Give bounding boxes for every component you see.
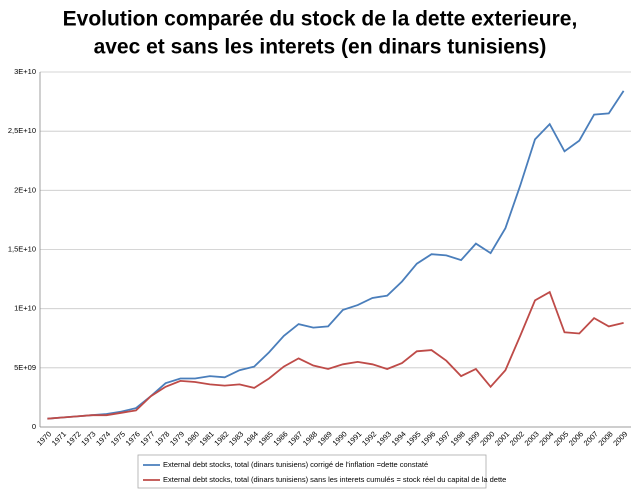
x-tick-label: 2002: [508, 429, 526, 447]
x-tick-label: 2008: [596, 429, 614, 447]
x-tick-label: 1976: [124, 429, 142, 447]
x-tick-label: 1991: [345, 429, 363, 447]
x-tick-label: 1985: [257, 429, 275, 447]
x-tick-label: 1990: [331, 429, 349, 447]
chart-title: Evolution comparée du stock de la dette …: [63, 8, 578, 31]
legend-label: External debt stocks, total (dinars tuni…: [163, 460, 428, 469]
x-tick-label: 1988: [301, 429, 319, 447]
x-tick-label: 1973: [79, 429, 97, 447]
x-tick-label: 2004: [537, 429, 555, 447]
x-tick-label: 1993: [375, 429, 393, 447]
x-tick-label: 2003: [523, 429, 541, 447]
y-tick-label: 0: [32, 422, 36, 431]
x-tick-label: 2000: [478, 429, 496, 447]
x-tick-label: 1978: [153, 429, 171, 447]
x-tick-label: 1995: [404, 429, 422, 447]
x-tick-label: 2006: [567, 429, 585, 447]
x-tick-label: 1997: [434, 429, 452, 447]
y-tick-label: 2E+10: [14, 185, 36, 194]
x-tick-label: 1992: [360, 429, 378, 447]
x-tick-label: 1972: [65, 429, 83, 447]
x-tick-label: 2007: [582, 429, 600, 447]
legend-label: External debt stocks, total (dinars tuni…: [163, 475, 506, 484]
x-tick-label: 1970: [35, 429, 53, 447]
x-tick-label: 2001: [493, 429, 511, 447]
y-tick-label: 1E+10: [14, 304, 36, 313]
x-tick-label: 1998: [449, 429, 467, 447]
x-tick-label: 1982: [212, 429, 230, 447]
x-tick-label: 1986: [271, 429, 289, 447]
series-line: [47, 90, 625, 420]
x-tick-label: 1987: [286, 429, 304, 447]
chart-title: avec et sans les interets (en dinars tun…: [94, 36, 547, 59]
x-tick-label: 1994: [390, 429, 408, 447]
x-tick-label: 1980: [183, 429, 201, 447]
x-tick-label: 1974: [94, 429, 112, 447]
y-tick-label: 5E+09: [14, 363, 36, 372]
x-tick-label: 1984: [242, 429, 260, 447]
x-tick-label: 1981: [198, 429, 216, 447]
y-tick-label: 1,5E+10: [8, 244, 36, 253]
series-line: [47, 290, 624, 420]
x-tick-label: 1999: [464, 429, 482, 447]
x-tick-label: 2009: [611, 429, 629, 447]
x-tick-label: 1983: [227, 429, 245, 447]
x-tick-label: 1977: [138, 429, 156, 447]
x-tick-label: 1979: [168, 429, 186, 447]
x-tick-label: 1989: [316, 429, 334, 447]
x-tick-label: 1996: [419, 429, 437, 447]
legend-box: [137, 454, 487, 489]
x-tick-label: 1975: [109, 429, 127, 447]
y-tick-label: 2,5E+10: [8, 126, 36, 135]
x-tick-label: 1971: [50, 429, 68, 447]
y-tick-label: 3E+10: [14, 67, 36, 76]
x-tick-label: 2005: [552, 429, 570, 447]
